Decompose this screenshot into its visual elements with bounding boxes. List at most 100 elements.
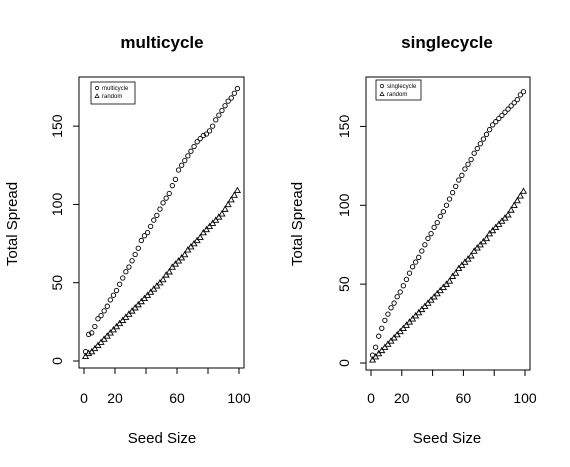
data-point [397,289,403,295]
data-point [157,206,163,212]
data-point [89,330,95,336]
data-point [403,276,410,283]
y-tick-label: 100 [49,193,65,217]
data-point [117,281,123,287]
data-point [390,334,398,341]
data-point [474,145,480,152]
data-point [507,206,515,213]
data-point [159,275,167,283]
data-point [409,315,417,322]
data-point [461,258,469,265]
data-point [190,239,198,247]
x-tick-label: 60 [169,390,185,406]
data-point [372,352,380,360]
legend-label: random [102,94,122,100]
data-point [433,289,441,297]
data-point [221,205,229,212]
legend-marker [380,84,384,88]
data-point [132,251,138,258]
data-point [160,200,166,206]
legend-label: multicycle [102,86,129,92]
data-point [471,150,477,156]
data-point [209,219,217,226]
x-tick-label: 0 [80,390,88,406]
data-point [110,292,117,298]
data-point [396,327,404,335]
data-point [156,278,164,286]
data-point [119,316,127,323]
data-point [473,244,481,251]
legend-marker [379,91,385,96]
data-point [517,92,524,98]
legend-marker [94,93,100,98]
data-point [116,319,124,327]
data-point [231,90,238,96]
data-point [496,115,502,122]
data-point [514,96,520,103]
data-point [222,103,228,109]
data-point [131,304,139,311]
data-point [381,343,389,350]
data-point [215,213,223,220]
data-point [394,294,400,300]
data-point [428,231,434,237]
data-point [153,282,161,289]
data-point [213,117,219,123]
x-tick-label: 100 [513,390,537,406]
data-point [384,340,392,347]
data-point [376,333,382,339]
data-point [505,106,511,112]
y-axis-label: Total Spread [289,182,306,266]
data-point [453,183,459,190]
data-point [437,213,443,219]
legend-label: singlecycle [387,84,417,90]
data-point [172,176,179,183]
data-point [446,196,453,202]
data-point [182,157,188,164]
data-point [510,201,518,208]
data-point [168,263,176,270]
y-tick-label: 50 [49,275,65,291]
data-point [103,332,111,339]
data-point [501,214,509,221]
data-point [233,186,242,194]
data-point [128,307,136,314]
data-point [427,296,435,303]
data-point [218,210,226,217]
data-point [165,268,173,275]
data-point [188,148,194,154]
data-point [405,318,414,325]
data-point [178,162,185,168]
data-point [169,182,176,189]
data-point [216,112,222,118]
data-point [468,156,474,163]
data-point [368,356,377,363]
data-point [443,202,450,208]
data-point [385,311,391,317]
data-point [520,89,527,95]
data-point [409,264,416,270]
data-point [212,216,220,223]
data-point [147,223,154,229]
data-point [125,310,133,317]
data-point [406,270,413,276]
data-point [486,126,493,133]
data-point [98,312,104,319]
data-point [393,330,401,338]
data-point [193,236,201,244]
data-point [508,103,514,109]
data-point [199,228,207,236]
data-point [424,299,432,306]
data-point [143,291,152,298]
data-point [202,225,211,233]
panel-multicycle: multicycle Seed Size Total Spread 0 20 60 100 0… [4,33,251,447]
data-point [88,347,96,355]
data-point [109,325,118,333]
data-point [94,341,102,349]
data-point [375,349,383,357]
data-point [511,100,517,106]
data-point [465,161,471,167]
data-point [483,131,490,137]
data-point [419,248,425,254]
